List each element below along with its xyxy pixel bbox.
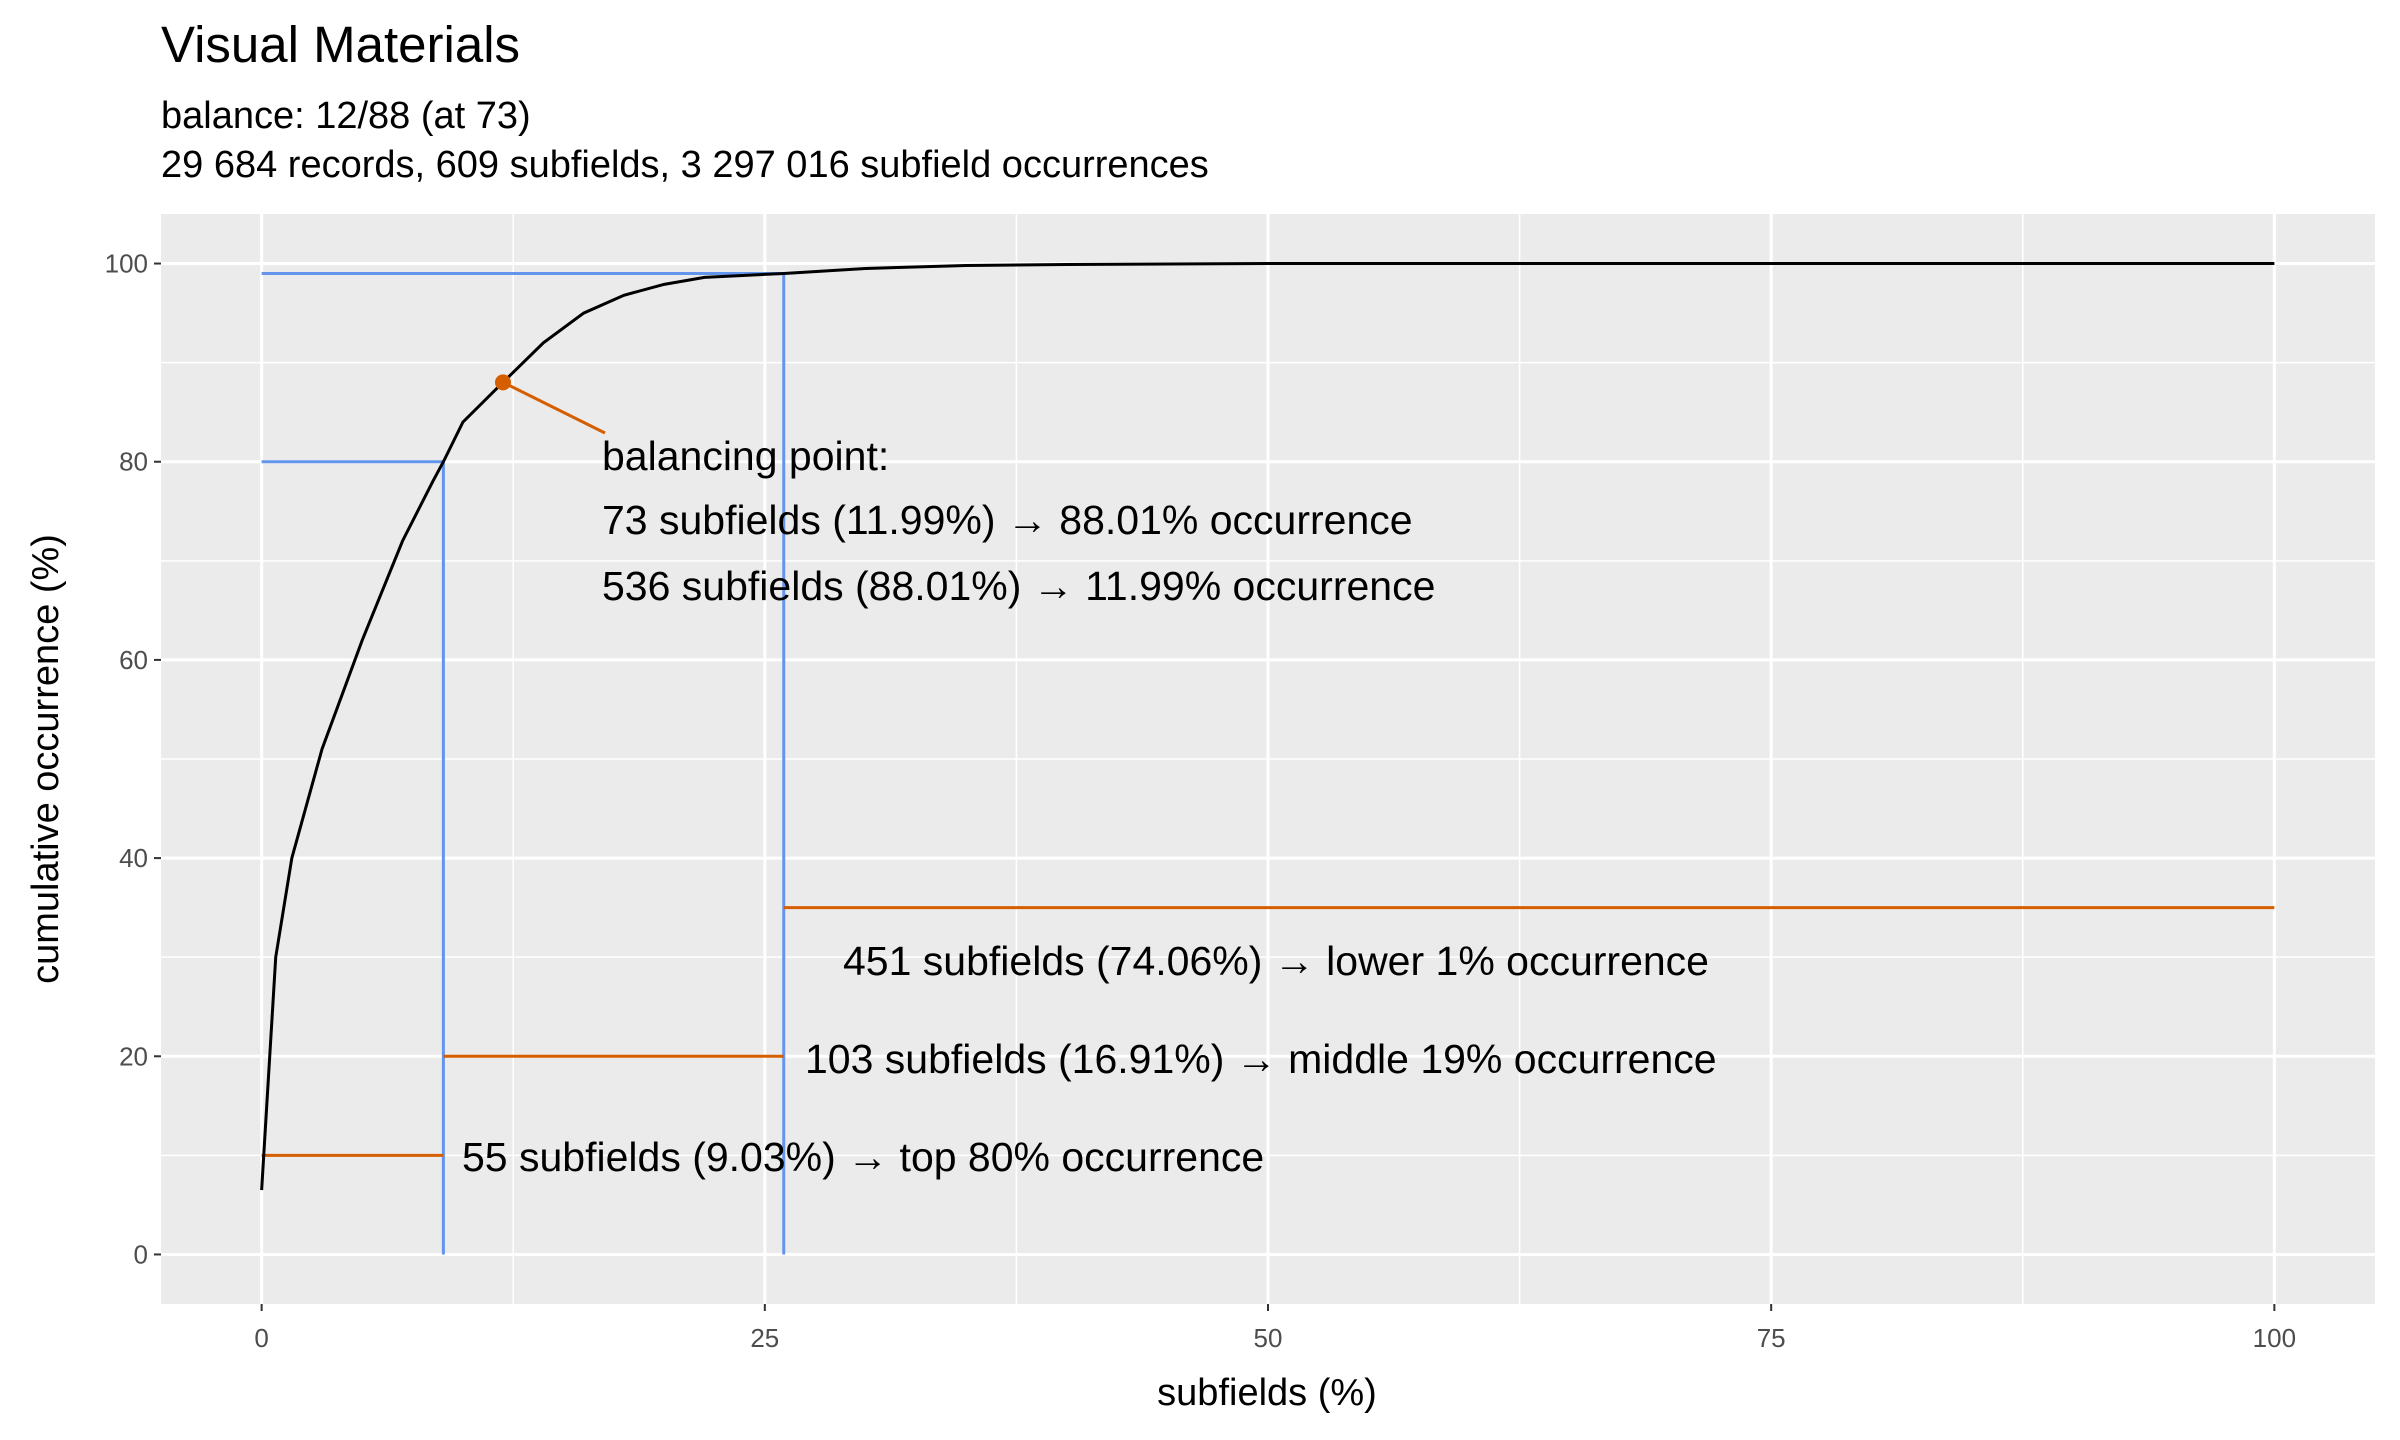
leader-line (502, 381, 606, 435)
x-tick-label: 75 (1757, 1323, 1786, 1353)
x-tick-label: 50 (1254, 1323, 1283, 1353)
y-tick-label: 0 (134, 1239, 148, 1269)
segment-label: 451 subfields (74.06%) → lower 1% occurr… (843, 938, 1709, 984)
chart-subtitle: balance: 12/88 (at 73) (161, 95, 531, 137)
segment-label: 55 subfields (9.03%) → top 80% occurrenc… (462, 1134, 1264, 1180)
y-tick-label: 80 (119, 447, 148, 477)
y-tick-label: 100 (105, 249, 148, 279)
y-tick-label: 20 (119, 1041, 148, 1071)
balancing-point (494, 374, 511, 391)
y-axis-title: cumulative occurrence (%) (25, 534, 67, 984)
chart-title: Visual Materials (161, 16, 520, 73)
y-tick-label: 60 (119, 645, 148, 675)
chart-subtitle: 29 684 records, 609 subfields, 3 297 016… (161, 144, 1209, 186)
balancing-label: 536 subfields (88.01%) → 11.99% occurren… (602, 563, 1435, 609)
curve (260, 262, 2275, 1191)
balancing-label: 73 subfields (11.99%) → 88.01% occurrenc… (602, 497, 1413, 543)
x-tick-label: 100 (2253, 1323, 2296, 1353)
balancing-label: balancing point: (602, 433, 889, 479)
x-tick-label: 0 (254, 1323, 268, 1353)
x-tick-label: 25 (750, 1323, 779, 1353)
segment-label: 103 subfields (16.91%) → middle 19% occu… (805, 1036, 1717, 1082)
x-axis-title: subfields (%) (1157, 1372, 1377, 1414)
y-tick-label: 40 (119, 843, 148, 873)
